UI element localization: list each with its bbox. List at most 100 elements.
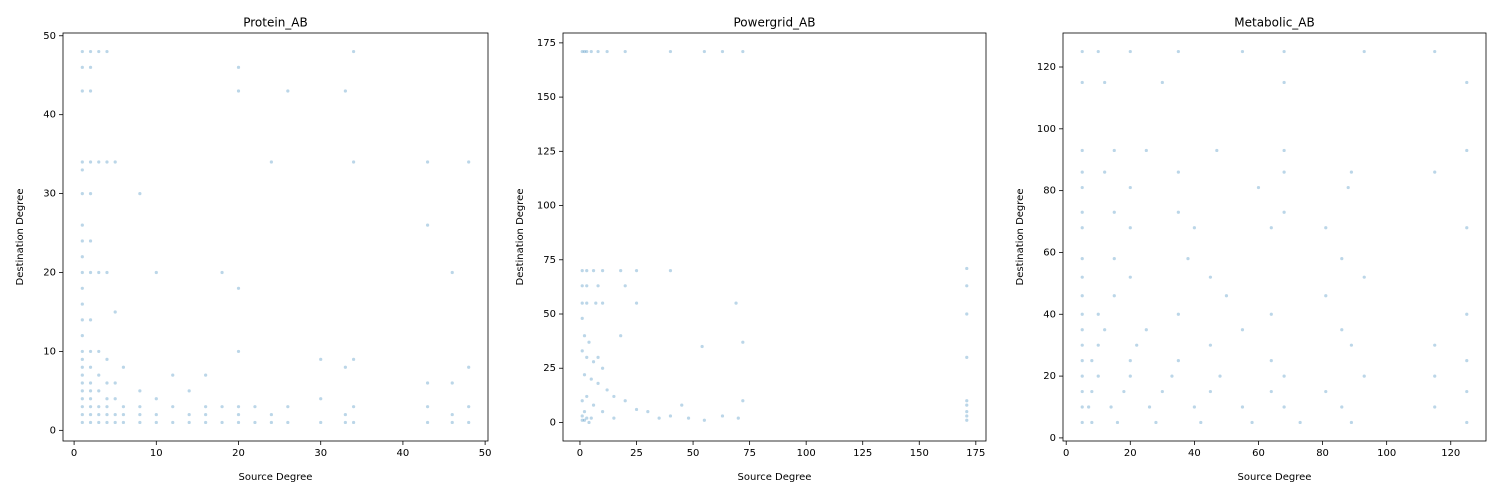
point (619, 269, 623, 273)
point (105, 420, 109, 425)
point (1250, 420, 1254, 425)
point (1090, 359, 1094, 363)
point (1096, 312, 1100, 316)
point (741, 399, 745, 403)
point (80, 334, 84, 338)
point (220, 270, 224, 275)
point (97, 405, 101, 409)
point (1080, 389, 1084, 394)
point (105, 381, 109, 385)
point (154, 270, 158, 275)
x-tick-label: 0 (577, 448, 583, 459)
point (204, 420, 208, 425)
point (646, 410, 650, 414)
point (1128, 226, 1132, 230)
point (736, 416, 740, 420)
point (1340, 405, 1344, 409)
point (580, 316, 584, 320)
point (113, 420, 117, 425)
point (1362, 275, 1366, 279)
point (269, 160, 273, 164)
point (1349, 420, 1354, 425)
point (1199, 420, 1203, 425)
point (965, 410, 969, 414)
point (582, 410, 587, 414)
point (1176, 49, 1180, 54)
point (1080, 405, 1084, 409)
point (1096, 374, 1100, 378)
point (1176, 170, 1180, 174)
x-axis-label: Source Degree (239, 472, 313, 483)
point (97, 160, 101, 164)
point (700, 344, 704, 349)
point (236, 349, 241, 354)
point (1269, 389, 1273, 394)
point (1224, 294, 1229, 298)
point (80, 389, 84, 393)
point (88, 191, 93, 196)
y-axis-label: Destination Degree (515, 189, 526, 286)
point (236, 65, 241, 69)
point (1465, 389, 1469, 394)
point (1080, 210, 1084, 214)
point (1096, 49, 1100, 54)
point (88, 65, 93, 69)
point (269, 420, 273, 425)
point (80, 349, 84, 354)
point (121, 365, 126, 369)
point (88, 89, 93, 93)
point (343, 89, 347, 93)
point (80, 65, 84, 69)
point (171, 405, 175, 409)
point (1135, 343, 1139, 347)
point (1433, 343, 1437, 347)
x-tick-label: 40 (1188, 448, 1201, 459)
point (580, 414, 584, 418)
point (105, 405, 109, 409)
point (80, 302, 84, 306)
point (1160, 80, 1164, 85)
point (668, 49, 673, 54)
point (1080, 275, 1084, 279)
point (591, 360, 596, 364)
point (634, 301, 639, 305)
point (319, 357, 323, 361)
point (596, 49, 600, 54)
point (88, 270, 93, 275)
x-tick-label: 150 (910, 448, 929, 459)
point (80, 381, 84, 385)
point (343, 420, 347, 425)
point (600, 366, 605, 370)
point (741, 340, 745, 344)
point (1128, 275, 1132, 279)
point (80, 270, 84, 275)
point (319, 397, 323, 401)
point (80, 49, 84, 54)
point (605, 388, 609, 392)
point (1080, 170, 1084, 174)
point (1080, 312, 1084, 316)
x-tick-label: 100 (1377, 448, 1396, 459)
point (1186, 257, 1190, 261)
x-axis-label: Source Degree (738, 472, 812, 483)
point (591, 269, 596, 273)
point (734, 301, 738, 305)
point (1128, 185, 1132, 190)
point (1465, 148, 1469, 153)
y-tick-label: 50 (543, 309, 556, 320)
point (965, 312, 969, 316)
point (286, 405, 290, 409)
x-tick-label: 75 (743, 448, 756, 459)
y-axis-label: Destination Degree (1015, 189, 1026, 286)
point (1080, 374, 1084, 378)
point (450, 420, 454, 425)
y-tick-label: 100 (1037, 124, 1056, 135)
point (80, 89, 84, 93)
chart-title: Powergrid_AB (733, 16, 815, 30)
y-tick-label: 20 (43, 268, 56, 279)
point (236, 412, 241, 417)
point (351, 160, 356, 164)
point (585, 355, 589, 359)
point (589, 416, 593, 420)
point (582, 49, 587, 54)
